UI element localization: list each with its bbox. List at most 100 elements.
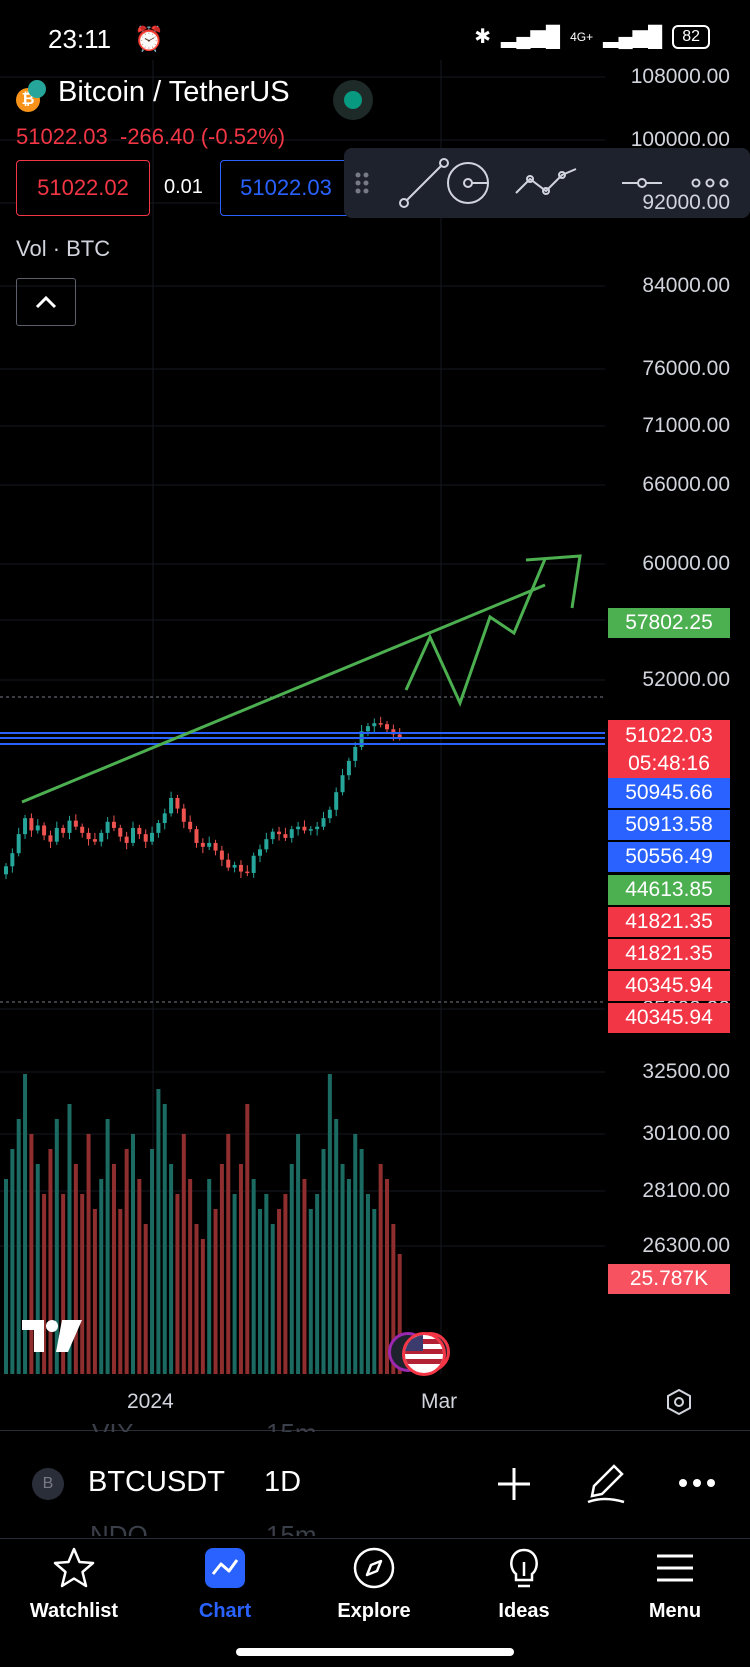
volume-bar bbox=[54, 1119, 59, 1374]
candle-body bbox=[124, 836, 129, 843]
volume-bar bbox=[321, 1149, 326, 1374]
volume-bar bbox=[213, 1209, 218, 1374]
home-indicator[interactable] bbox=[236, 1648, 514, 1656]
price-tick: 32500.00 bbox=[642, 1060, 730, 1083]
economic-events-badges[interactable] bbox=[388, 1332, 458, 1376]
price-tick: 60000.00 bbox=[642, 552, 730, 575]
candle-body bbox=[346, 760, 351, 776]
buy-button[interactable]: 51022.03 bbox=[220, 160, 352, 216]
candle-body bbox=[48, 835, 53, 842]
price-tag-value: 40345.94 bbox=[625, 974, 713, 997]
price-tag: 41821.35 bbox=[608, 907, 730, 937]
volume-bar bbox=[385, 1179, 389, 1374]
candle-body bbox=[169, 797, 174, 814]
price-change: 51022.03 -266.40 (-0.52%) bbox=[16, 124, 285, 150]
volume-bar bbox=[277, 1209, 282, 1374]
candle-body bbox=[334, 792, 339, 810]
volume-bar bbox=[359, 1149, 364, 1374]
nav-explore[interactable]: Explore bbox=[314, 1546, 434, 1623]
chart-icon bbox=[205, 1548, 245, 1588]
nav-menu-label: Menu bbox=[648, 1600, 702, 1622]
nav-explore-label: Explore bbox=[337, 1600, 411, 1622]
candle-body bbox=[251, 855, 256, 873]
price-tick: 100000.00 bbox=[630, 128, 730, 151]
volume-bar bbox=[169, 1164, 174, 1374]
volume-bar bbox=[118, 1209, 123, 1374]
sell-button[interactable]: 51022.02 bbox=[16, 160, 150, 216]
projection-path-drawing bbox=[404, 558, 547, 708]
volume-bar bbox=[251, 1179, 256, 1374]
chart-settings-icon[interactable] bbox=[664, 1387, 694, 1417]
volume-bar bbox=[80, 1194, 85, 1374]
drag-handle-icon bbox=[355, 172, 369, 194]
volume-bar bbox=[61, 1194, 66, 1374]
nav-watchlist-label: Watchlist bbox=[29, 1600, 119, 1622]
volume-bar bbox=[315, 1194, 320, 1374]
change-value: -266.40 (-0.52%) bbox=[120, 124, 286, 149]
volume-tag: 25.787K bbox=[608, 1264, 730, 1294]
volume-bar bbox=[302, 1179, 307, 1374]
volume-bar bbox=[334, 1119, 339, 1374]
time-label-2024: 2024 bbox=[127, 1390, 174, 1413]
add-icon[interactable] bbox=[494, 1464, 534, 1504]
candle-body bbox=[258, 849, 262, 856]
nav-menu[interactable]: Menu bbox=[615, 1546, 735, 1623]
candle-body bbox=[42, 825, 47, 836]
drawing-tools-icon[interactable] bbox=[584, 1462, 626, 1504]
candle-body bbox=[10, 853, 15, 867]
price-tick: 84000.00 bbox=[642, 274, 730, 297]
volume-indicator-label[interactable]: Vol · BTC bbox=[16, 236, 111, 261]
time-label-mar: Mar bbox=[421, 1390, 458, 1413]
candle-body bbox=[232, 864, 237, 868]
volume-bar bbox=[124, 1149, 129, 1374]
volume-bar bbox=[16, 1119, 21, 1374]
nav-chart[interactable]: Chart bbox=[165, 1546, 285, 1623]
symbol-bar bbox=[0, 1430, 750, 1537]
candle-body bbox=[283, 834, 288, 838]
market-status-icon[interactable] bbox=[333, 80, 373, 120]
pair-title[interactable]: Bitcoin / TetherUS bbox=[58, 76, 290, 108]
volume-bar bbox=[232, 1194, 237, 1374]
volume-bar bbox=[372, 1209, 377, 1374]
price-tag-value: 41821.35 bbox=[625, 942, 713, 965]
volume-bar bbox=[137, 1179, 142, 1374]
candle-body bbox=[213, 842, 218, 851]
chart-canvas[interactable] bbox=[0, 60, 750, 1380]
symbol-selector[interactable]: BTCUSDT bbox=[88, 1466, 225, 1498]
volume-bar bbox=[238, 1164, 243, 1374]
more-options-icon[interactable] bbox=[678, 1476, 716, 1490]
volume-bar bbox=[150, 1149, 155, 1374]
candle-body bbox=[54, 827, 59, 842]
candle-body bbox=[302, 826, 307, 831]
price-tick: 28100.00 bbox=[642, 1179, 730, 1202]
price-tag: 50913.58 bbox=[608, 810, 730, 840]
candle-body bbox=[118, 827, 123, 837]
candle-body bbox=[175, 797, 180, 809]
path-tool-icon bbox=[515, 168, 577, 195]
candle-countdown: 05:48:16 bbox=[628, 752, 710, 775]
volume-bar bbox=[131, 1134, 135, 1374]
volume-bar bbox=[207, 1179, 212, 1374]
volume-bar bbox=[175, 1194, 180, 1374]
candle-body bbox=[23, 818, 28, 835]
volume-bar bbox=[289, 1164, 294, 1374]
volume-bar bbox=[308, 1209, 313, 1374]
price-tag-value: 44613.85 bbox=[625, 878, 713, 901]
volume-bar bbox=[346, 1179, 351, 1374]
volume-bar bbox=[92, 1209, 97, 1374]
candle-body bbox=[67, 820, 72, 833]
alarm-icon: ⏰ bbox=[134, 26, 164, 53]
volume-bar bbox=[162, 1104, 167, 1374]
symbol-badge: B bbox=[32, 1468, 64, 1500]
more-icon bbox=[691, 178, 729, 188]
interval-selector[interactable]: 1D bbox=[264, 1466, 302, 1498]
collapse-indicators-button[interactable] bbox=[16, 278, 76, 326]
hamburger-icon bbox=[657, 1554, 693, 1582]
star-icon bbox=[53, 1547, 95, 1588]
volume-bar bbox=[219, 1164, 224, 1374]
nav-ideas[interactable]: Ideas bbox=[464, 1546, 584, 1623]
nav-watchlist[interactable]: Watchlist bbox=[14, 1546, 134, 1623]
volume-bar bbox=[99, 1179, 104, 1374]
candle-body bbox=[397, 734, 402, 738]
time-axis[interactable]: 2024 Mar bbox=[0, 1374, 750, 1430]
